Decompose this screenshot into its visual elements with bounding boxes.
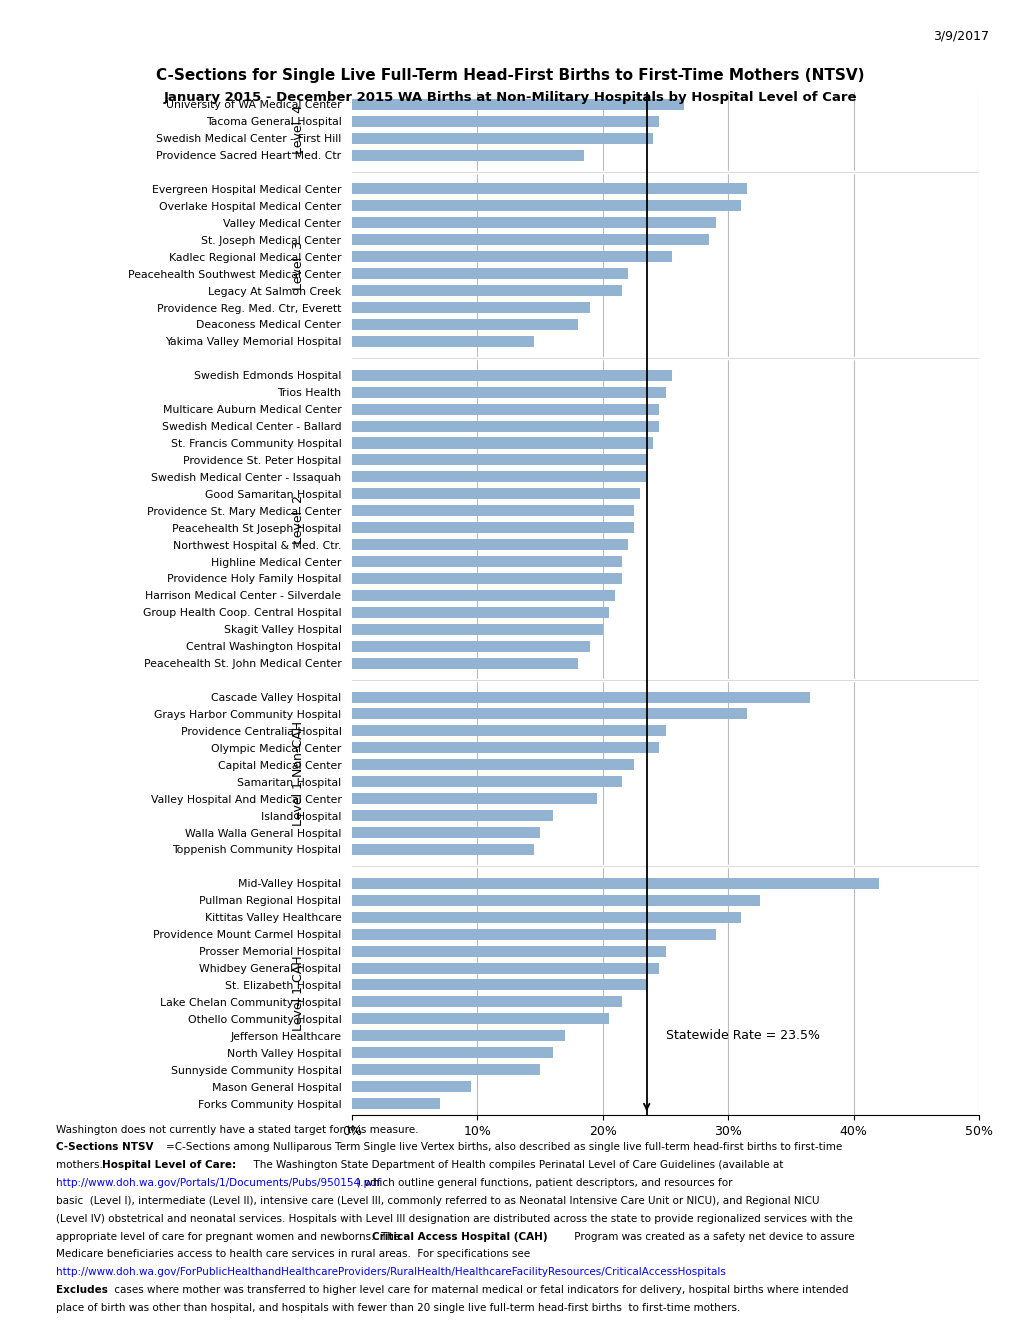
Bar xyxy=(352,454,646,466)
Bar xyxy=(352,201,740,211)
Text: January 2015 - December 2015 WA Births at Non-Military Hospitals by Hospital Lev: January 2015 - December 2015 WA Births a… xyxy=(163,91,856,104)
Bar xyxy=(352,895,759,906)
Bar xyxy=(352,387,665,397)
Bar xyxy=(352,335,533,347)
Text: C-Sections for Single Live Full-Term Head-First Births to First-Time Mothers (NT: C-Sections for Single Live Full-Term Hea… xyxy=(156,67,863,83)
Bar xyxy=(352,268,628,279)
Bar xyxy=(352,1081,471,1092)
Bar xyxy=(352,759,634,771)
Text: Program was created as a safety net device to assure: Program was created as a safety net devi… xyxy=(571,1232,854,1242)
Bar xyxy=(352,573,621,583)
Bar xyxy=(352,912,740,923)
Bar xyxy=(352,471,646,482)
Bar xyxy=(352,742,658,754)
Bar xyxy=(352,657,577,669)
Bar xyxy=(352,319,577,330)
Bar xyxy=(352,437,652,449)
Bar xyxy=(352,132,652,144)
Bar xyxy=(352,607,608,618)
Bar xyxy=(352,878,878,888)
Text: Hospital Level of Care:: Hospital Level of Care: xyxy=(102,1160,235,1171)
Bar xyxy=(352,421,658,432)
Bar xyxy=(352,506,634,516)
Bar xyxy=(352,218,715,228)
Text: basic  (Level I), intermediate (Level II), intensive care (Level III, commonly r: basic (Level I), intermediate (Level II)… xyxy=(56,1196,819,1206)
Bar xyxy=(352,404,658,414)
Bar xyxy=(352,234,709,246)
Text: Level  4: Level 4 xyxy=(292,106,305,154)
Bar xyxy=(352,810,552,821)
Bar xyxy=(352,692,809,702)
Text: Washington does not currently have a stated target for this measure.: Washington does not currently have a sta… xyxy=(56,1125,418,1135)
Text: ) which outline general functions, patient descriptors, and resources for: ) which outline general functions, patie… xyxy=(357,1179,732,1188)
Bar xyxy=(352,539,628,550)
Bar xyxy=(352,183,746,194)
Bar xyxy=(352,149,584,161)
Bar xyxy=(352,1014,608,1024)
Bar xyxy=(352,945,665,957)
Text: http://www.doh.wa.gov/Portals/1/Documents/Pubs/950154.pdf: http://www.doh.wa.gov/Portals/1/Document… xyxy=(56,1179,380,1188)
Bar xyxy=(352,1031,565,1041)
Bar xyxy=(352,523,634,533)
Bar xyxy=(352,929,715,940)
Text: Statewide Rate = 23.5%: Statewide Rate = 23.5% xyxy=(665,1030,818,1043)
Text: The Washington State Department of Health compiles Perinatal Level of Care Guide: The Washington State Department of Healt… xyxy=(247,1160,783,1171)
Text: place of birth was other than hospital, and hospitals with fewer than 20 single : place of birth was other than hospital, … xyxy=(56,1303,740,1313)
Text: 3/9/2017: 3/9/2017 xyxy=(932,29,988,42)
Bar xyxy=(352,776,621,787)
Bar xyxy=(352,285,621,296)
Bar xyxy=(352,116,658,127)
Text: Medicare beneficiaries access to health care services in rural areas.  For speci: Medicare beneficiaries access to health … xyxy=(56,1249,530,1259)
Bar xyxy=(352,1047,552,1059)
Text: Critical Access Hospital (CAH): Critical Access Hospital (CAH) xyxy=(372,1232,547,1242)
Text: mothers.: mothers. xyxy=(56,1160,109,1171)
Bar xyxy=(352,1098,439,1109)
Bar xyxy=(352,370,672,380)
Text: http://www.doh.wa.gov/ForPublicHealthandHealthcareProviders/RuralHealth/Healthca: http://www.doh.wa.gov/ForPublicHealthand… xyxy=(56,1267,729,1278)
Text: C-Sections NTSV: C-Sections NTSV xyxy=(56,1143,154,1152)
Bar xyxy=(352,640,590,652)
Bar xyxy=(352,99,684,110)
Text: Level  2: Level 2 xyxy=(292,495,305,544)
Bar xyxy=(352,590,614,601)
Text: Level 1 Non-CAH: Level 1 Non-CAH xyxy=(292,721,305,826)
Bar xyxy=(352,709,746,719)
Bar xyxy=(352,793,596,804)
Text: (Level IV) obstetrical and neonatal services. Hospitals with Level III designati: (Level IV) obstetrical and neonatal serv… xyxy=(56,1214,852,1224)
Bar xyxy=(352,624,602,635)
Text: Excludes: Excludes xyxy=(56,1286,108,1295)
Text: Level  3: Level 3 xyxy=(292,240,305,289)
Bar xyxy=(352,979,646,990)
Text: Level 1 CAH: Level 1 CAH xyxy=(292,956,305,1031)
Text: appropriate level of care for pregnant women and newborns.  The: appropriate level of care for pregnant w… xyxy=(56,1232,404,1242)
Bar xyxy=(352,843,533,855)
Text: =C-Sections among Nulliparous Term Single live Vertex births, also described as : =C-Sections among Nulliparous Term Singl… xyxy=(166,1143,842,1152)
Bar xyxy=(352,302,590,313)
Bar xyxy=(352,828,540,838)
Bar xyxy=(352,997,621,1007)
Bar xyxy=(352,726,665,737)
Bar xyxy=(352,962,658,974)
Bar xyxy=(352,251,672,263)
Text: cases where mother was transferred to higher level care for maternal medical or : cases where mother was transferred to hi… xyxy=(111,1286,848,1295)
Bar xyxy=(352,1064,540,1076)
Bar xyxy=(352,556,621,568)
Bar xyxy=(352,488,640,499)
